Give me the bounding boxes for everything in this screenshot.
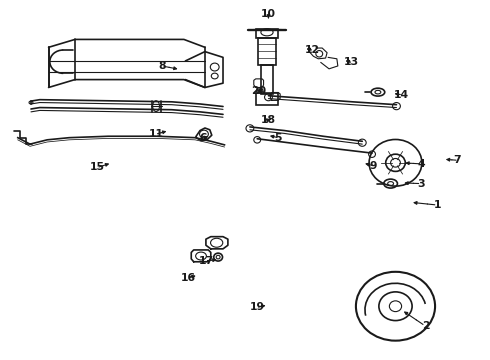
- Text: 12: 12: [305, 45, 320, 55]
- Text: 9: 9: [369, 161, 377, 171]
- Text: 11: 11: [148, 129, 164, 139]
- Text: 6: 6: [199, 133, 207, 143]
- Text: 4: 4: [417, 159, 425, 169]
- Text: 13: 13: [344, 57, 359, 67]
- Text: 3: 3: [417, 179, 425, 189]
- Text: 2: 2: [422, 321, 430, 331]
- Text: 7: 7: [454, 155, 462, 165]
- Text: 20: 20: [251, 86, 266, 96]
- Text: 10: 10: [261, 9, 276, 19]
- Text: 19: 19: [250, 302, 265, 312]
- Text: 8: 8: [158, 61, 166, 71]
- Text: 14: 14: [394, 90, 409, 100]
- Text: 5: 5: [274, 133, 282, 143]
- Text: 1: 1: [434, 200, 442, 210]
- Text: 17: 17: [198, 256, 214, 266]
- Text: 16: 16: [181, 273, 196, 283]
- Text: 15: 15: [90, 162, 105, 172]
- Text: 18: 18: [261, 115, 276, 125]
